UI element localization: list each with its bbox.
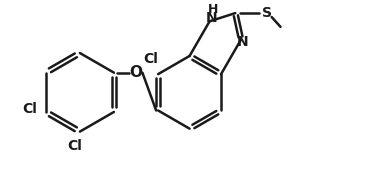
Text: H: H	[209, 3, 219, 16]
Text: O: O	[129, 65, 142, 80]
Text: N: N	[237, 36, 249, 50]
Text: Cl: Cl	[68, 139, 82, 153]
Text: Cl: Cl	[23, 102, 38, 116]
Text: N: N	[206, 11, 217, 25]
Text: Cl: Cl	[143, 52, 158, 66]
Text: S: S	[262, 6, 272, 20]
